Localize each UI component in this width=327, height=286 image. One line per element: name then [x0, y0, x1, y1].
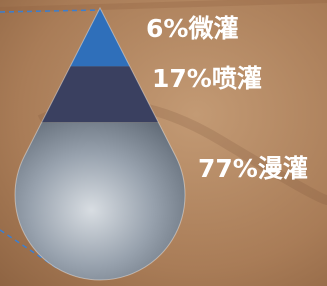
label: 17%喷灌: [152, 64, 262, 93]
label: 6%微灌: [146, 14, 238, 43]
label: 77%漫灌: [198, 154, 308, 183]
infographic: 6%微灌 17%喷灌 77%漫灌: [0, 0, 327, 286]
